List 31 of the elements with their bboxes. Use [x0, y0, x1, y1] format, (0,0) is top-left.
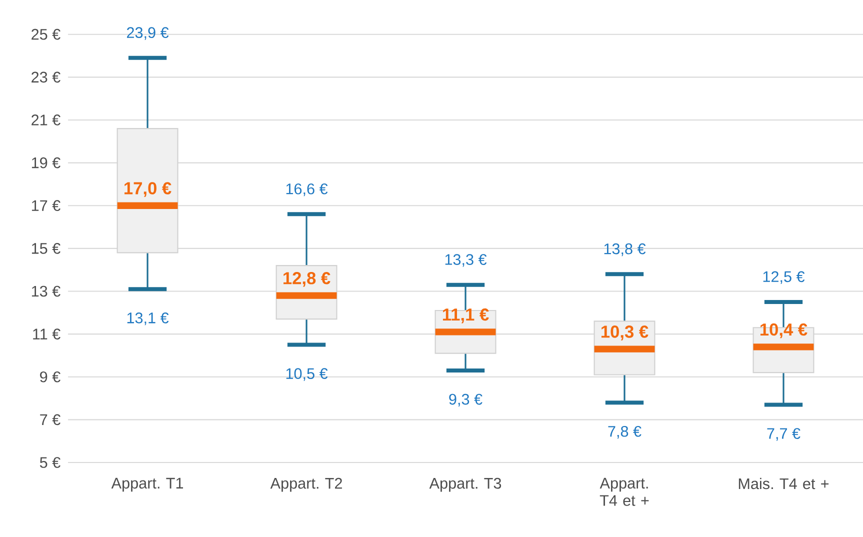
y-tick-label: 17 € [32, 200, 60, 211]
annotation: 13,3 € [445, 254, 487, 267]
x-tick-label: Appart. T1 [111, 478, 184, 492]
y-tick-label: 23 € [32, 72, 60, 82]
annotation: 7,8 € [608, 426, 642, 439]
annotation: 10,3 € [601, 325, 648, 340]
annotation: 7,7 € [767, 428, 800, 441]
x-tick-label: Appart. T3 [429, 478, 502, 492]
x-tick-label: Mais. T4 et + [738, 478, 829, 490]
y-tick-label: 19 € [32, 157, 60, 168]
annotation: 16,6 € [286, 183, 328, 196]
y-tick-label: 5 € [40, 456, 60, 468]
x-tick-label: Appart. T2 [270, 478, 342, 492]
annotation: 10,5 € [286, 368, 328, 381]
annotation: 23,9 € [126, 27, 169, 40]
y-tick-label: 21 € [32, 114, 60, 126]
annotation: 11,1 € [442, 308, 489, 324]
x-tick-label: Appart. T4 et + [600, 478, 649, 506]
annotation: 12,8 € [284, 272, 330, 287]
y-tick-label: 7 € [40, 414, 60, 426]
annotation: 10,4 € [760, 323, 808, 338]
annotation: 12,5 € [763, 271, 805, 284]
annotation: 17,0 € [124, 182, 172, 197]
annotation: 13,8 € [604, 243, 646, 256]
y-tick-label: 25 € [32, 28, 60, 40]
y-tick-label: 11 € [33, 328, 60, 340]
annotation: 13,1 € [127, 312, 169, 326]
y-tick-label: 13 € [32, 286, 60, 297]
y-tick-label: 9 € [40, 371, 60, 382]
annotation: 9,3 € [449, 394, 482, 406]
y-tick-label: 15 € [32, 242, 60, 254]
